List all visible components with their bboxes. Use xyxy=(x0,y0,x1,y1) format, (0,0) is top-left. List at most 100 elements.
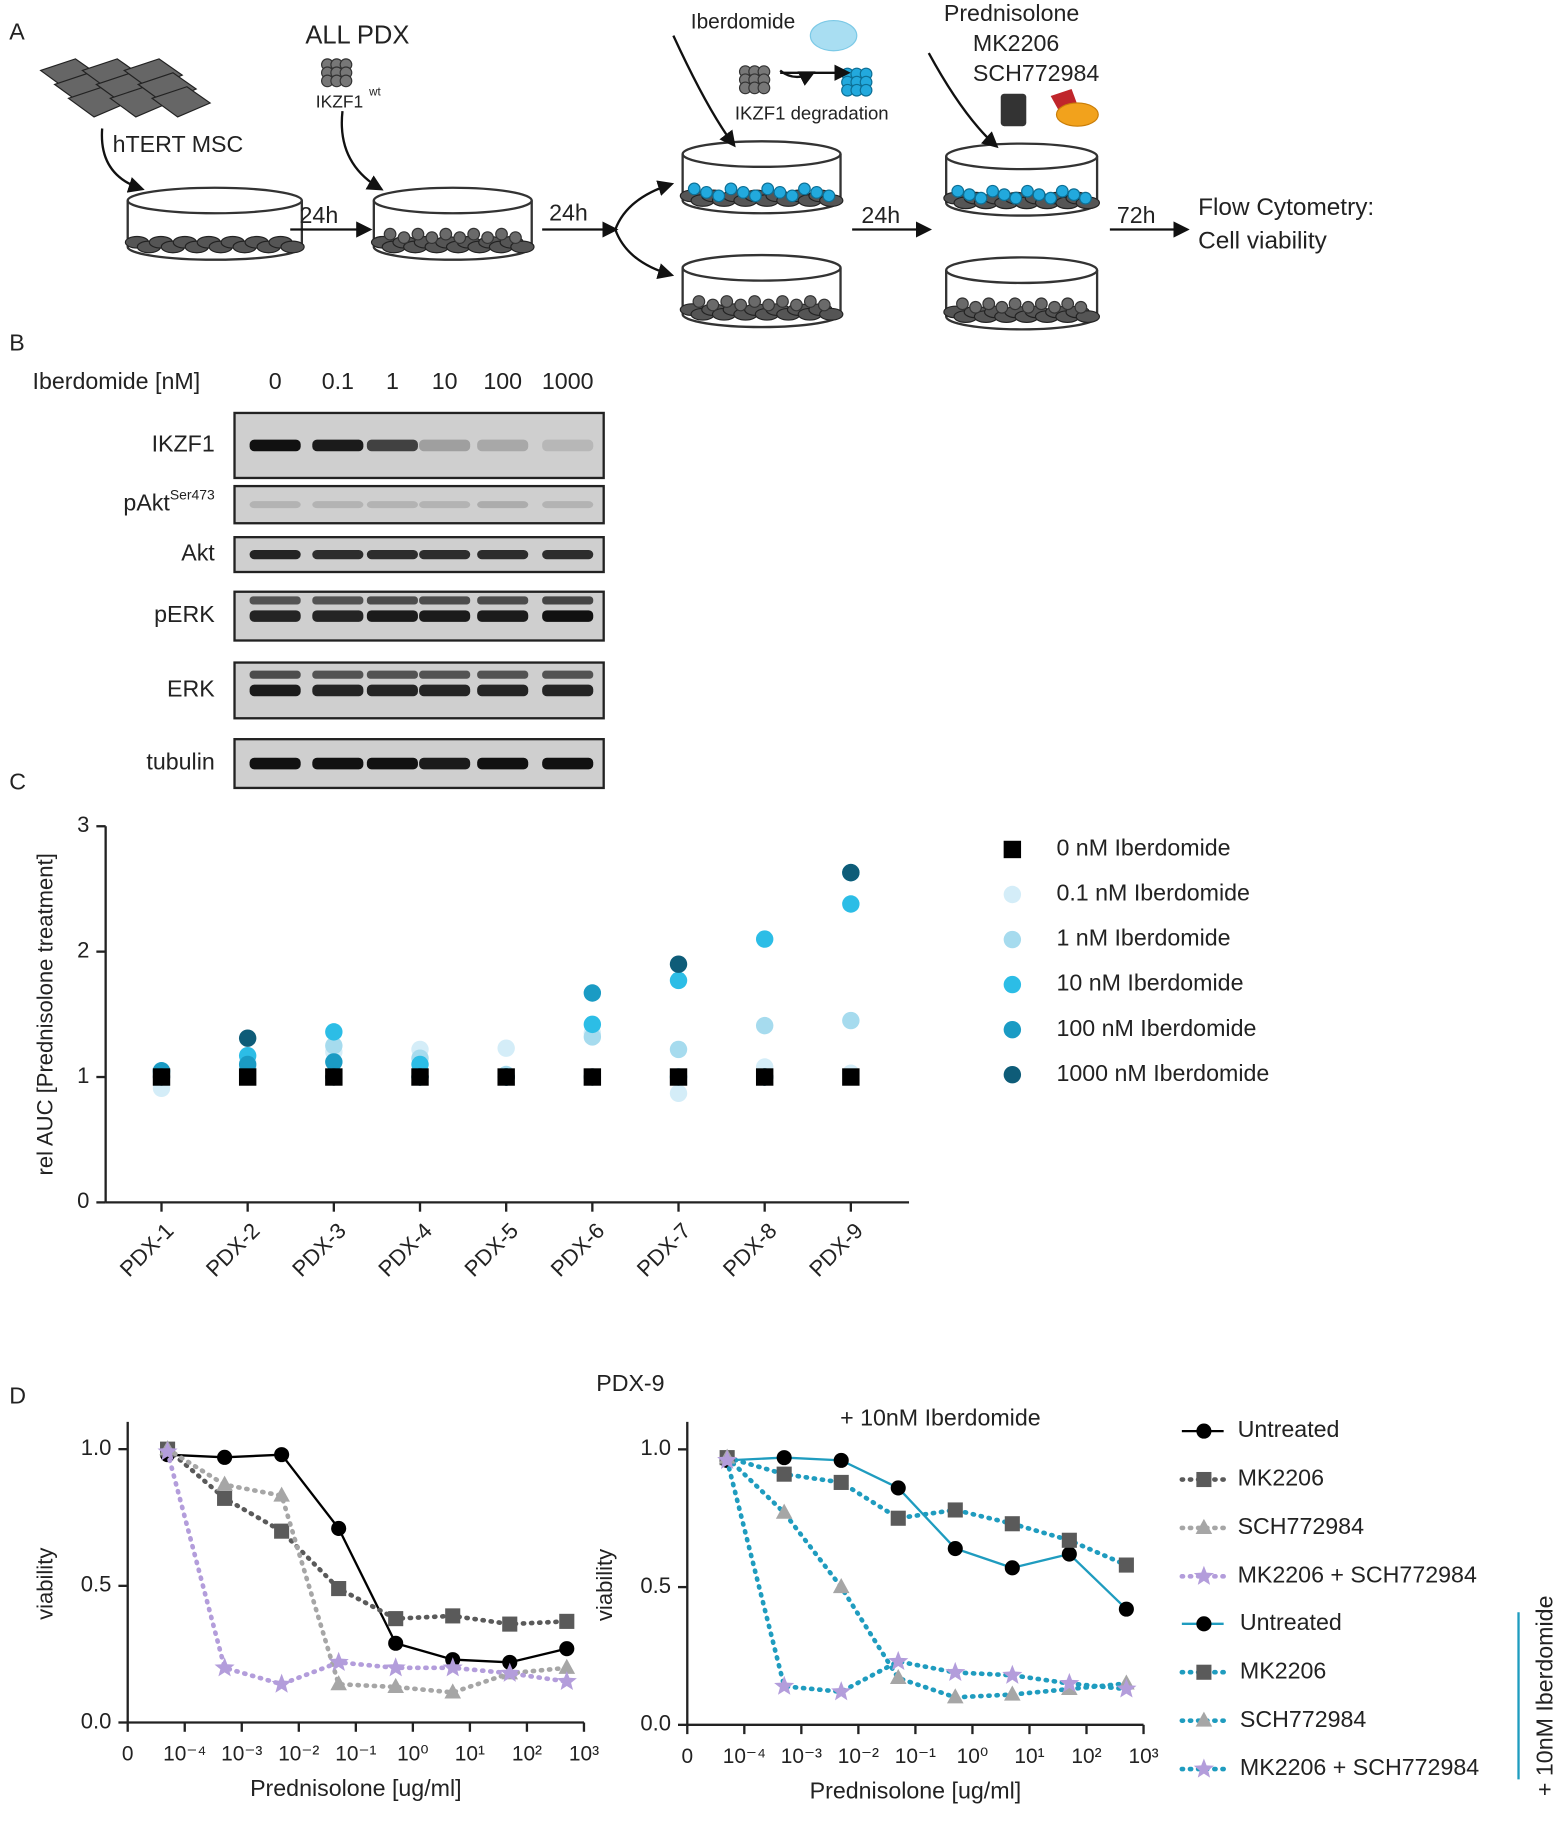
leukemia-cell xyxy=(1055,184,1069,198)
leukemia-cell xyxy=(956,297,969,311)
data-marker xyxy=(1118,1601,1134,1617)
series-line xyxy=(724,1458,1129,1695)
blot-band xyxy=(477,596,529,605)
leukemia-cell xyxy=(383,227,397,241)
drug-pill xyxy=(1055,102,1099,127)
leukemia-cell xyxy=(1008,297,1022,311)
leukemia-cell xyxy=(411,227,425,241)
data-marker xyxy=(947,1502,963,1518)
blot-band xyxy=(312,439,364,452)
blot-band xyxy=(312,757,364,770)
blot-band xyxy=(419,757,471,770)
legend-label: 1 nM Iberdomide xyxy=(1056,925,1230,951)
label: ALL PDX xyxy=(305,22,409,50)
x-tick-label: 10⁻⁴ xyxy=(723,1745,766,1768)
culture-dish xyxy=(943,256,1101,331)
blot-band xyxy=(312,596,364,605)
blot-band xyxy=(366,439,418,452)
data-marker xyxy=(388,1611,404,1627)
blot-band xyxy=(249,596,301,605)
blot-row-label: IKZF1 xyxy=(152,431,215,457)
data-marker xyxy=(775,1503,793,1519)
data-marker xyxy=(669,1084,688,1103)
blot-band xyxy=(249,610,301,622)
y-axis-label: viability xyxy=(592,1549,617,1621)
legend-group-label: + 10nM Iberdomide xyxy=(1532,1596,1558,1797)
culture-dish xyxy=(679,140,844,215)
x-tick-label: 10⁻¹ xyxy=(335,1743,376,1766)
legend-marker xyxy=(1195,1711,1213,1727)
cell-cluster xyxy=(757,81,771,95)
blot-band xyxy=(477,549,529,560)
legend-label: MK2206 xyxy=(1238,1465,1324,1491)
blot-row-label: ERK xyxy=(167,676,215,702)
data-marker xyxy=(842,1068,860,1086)
blot-band xyxy=(477,684,529,697)
data-marker xyxy=(214,1657,235,1677)
legend-marker xyxy=(1195,1518,1213,1534)
leukemia-cell xyxy=(692,295,706,308)
x-tick-label: 10⁻² xyxy=(838,1745,879,1768)
leukemia-cell xyxy=(798,182,811,196)
label: 0.1 xyxy=(322,368,354,394)
blot-band xyxy=(542,501,594,509)
data-marker xyxy=(502,1654,518,1670)
label: Flow Cytometry: xyxy=(1198,194,1374,221)
arrow xyxy=(614,229,675,279)
data-marker xyxy=(583,984,602,1002)
data-marker xyxy=(890,1510,906,1526)
arrow xyxy=(100,128,145,193)
label: D xyxy=(9,1383,26,1409)
y-axis-label: rel AUC [Prednisolone treatment] xyxy=(32,853,57,1175)
data-marker xyxy=(238,1029,257,1047)
data-marker xyxy=(1004,1516,1020,1532)
data-marker xyxy=(774,1675,795,1695)
chart-subtitle: + 10nM Iberdomide xyxy=(840,1405,1041,1431)
legend-marker xyxy=(1003,930,1022,949)
blot-band xyxy=(312,670,364,679)
blot-band xyxy=(419,684,471,697)
blot-row-label: tubulin xyxy=(146,749,214,775)
leukemia-cell xyxy=(397,231,411,245)
blot-band xyxy=(249,670,301,679)
legend-label: 1000 nM Iberdomide xyxy=(1056,1060,1269,1086)
data-marker xyxy=(1118,1557,1134,1573)
leukemia-cell xyxy=(1009,191,1023,205)
leukemia-cell xyxy=(762,298,775,312)
x-tick-label: 10¹ xyxy=(455,1743,485,1766)
label: 0 xyxy=(269,368,282,394)
data-marker xyxy=(559,1641,575,1657)
y-tick-label: 0.5 xyxy=(640,1573,671,1598)
dish-rim xyxy=(945,142,1099,171)
data-marker xyxy=(216,1475,233,1491)
legend-label: SCH772984 xyxy=(1240,1706,1367,1732)
leukemia-cell xyxy=(974,191,988,205)
leukemia-cell xyxy=(749,189,762,203)
leukemia-cell xyxy=(1021,300,1035,314)
data-marker xyxy=(755,1068,774,1086)
x-tick-label: 0 xyxy=(681,1745,693,1768)
blot-band xyxy=(477,757,529,770)
x-tick-label: 10⁻³ xyxy=(781,1745,822,1768)
culture-dish xyxy=(124,186,305,261)
legend-marker xyxy=(1196,1423,1212,1439)
x-tick-label: PDX-8 xyxy=(718,1218,782,1282)
data-marker xyxy=(559,1613,575,1629)
leukemia-cell xyxy=(439,227,453,241)
culture-dish xyxy=(943,142,1101,217)
label: hTERT MSC xyxy=(113,131,244,157)
legend-marker xyxy=(1196,1664,1212,1680)
series-line xyxy=(167,1453,568,1664)
stromal-cell xyxy=(819,307,844,321)
arrow xyxy=(672,35,736,148)
blot-strip xyxy=(233,484,605,525)
x-tick-label: 10³ xyxy=(569,1743,599,1766)
leukemia-cell xyxy=(1021,184,1034,198)
x-tick-label: 10⁻³ xyxy=(221,1743,262,1766)
label: PDX-9 xyxy=(596,1370,664,1396)
legend-marker xyxy=(1003,885,1022,904)
data-marker xyxy=(502,1616,518,1632)
series-line xyxy=(724,1455,1129,1700)
data-marker xyxy=(1061,1532,1077,1548)
data-marker xyxy=(444,1683,462,1699)
